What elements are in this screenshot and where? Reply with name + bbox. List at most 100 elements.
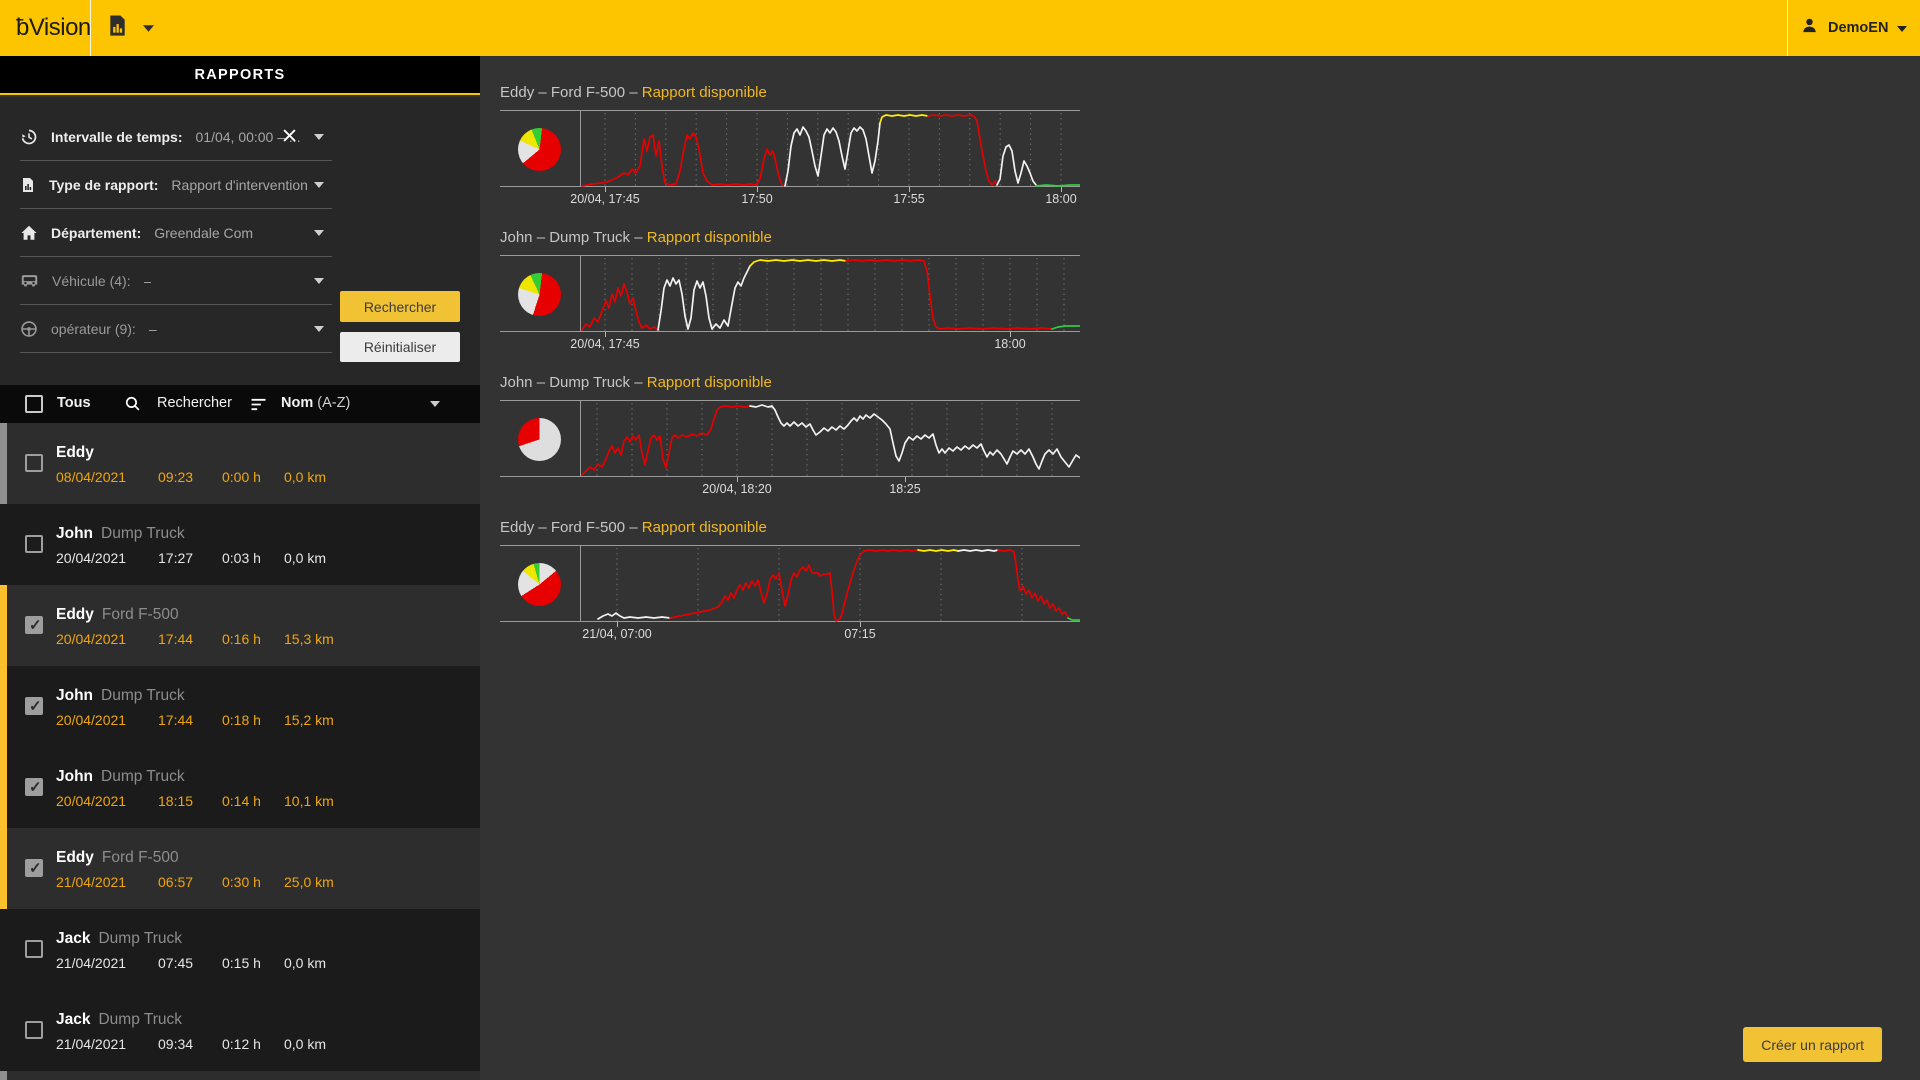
row-distance: 0,0 km [284,550,327,566]
chart-title: Eddy – Ford F-500 – Rapport disponible [500,519,767,536]
row-operator-name: Eddy Ford F-500 [56,606,179,623]
row-status-bar [0,747,7,828]
row-trip-data: 20/04/2021 17:44 0:18 h 15,2 km [56,712,436,730]
select-all-label[interactable]: Tous [57,395,91,411]
x-axis-tick [617,622,618,627]
row-time: 09:23 [158,469,194,485]
report-document-icon [106,14,129,42]
report-row[interactable]: Eddy 08/04/2021 09:23 0:00 h 0,0 km [0,423,480,504]
sort-icon[interactable] [250,398,268,411]
filter-label: Département: [51,224,142,241]
chevron-down-icon[interactable] [314,326,324,332]
report-row-partial[interactable] [0,1071,480,1080]
row-distance: 0,0 km [284,955,327,971]
row-vehicle-name: Dump Truck [101,525,185,542]
row-checkbox[interactable] [25,616,43,634]
home-icon [20,224,38,242]
filter-list: Intervalle de temps: 01/04, 00:00 – ... Ty… [20,113,332,353]
user-menu[interactable]: DemoEN [1800,0,1908,56]
row-checkbox[interactable] [25,1021,43,1039]
row-date: 21/04/2021 [56,1036,127,1052]
row-checkbox[interactable] [25,454,43,472]
report-row[interactable]: John Dump Truck 20/04/2021 17:27 0:03 h 0,0 k… [0,504,480,585]
row-status-bar [0,423,7,504]
x-axis-tick [905,477,906,482]
row-vehicle-name: Ford F-500 [101,849,179,866]
filter-operator[interactable]: opérateur (9): – [20,305,332,353]
x-axis-label: 07:15 [844,627,876,641]
list-search-label[interactable]: Rechercher [157,395,232,411]
filter-value: 01/04, 00:00 – ... [195,128,301,145]
row-trip-data: 20/04/2021 18:15 0:14 h 10,1 km [56,793,436,811]
row-checkbox[interactable] [25,859,43,877]
filter-department[interactable]: Département: Greendale Com [20,209,332,257]
report-row[interactable]: Jack Dump Truck 21/04/2021 09:34 0:12 h 0,0 k… [0,990,480,1071]
filter-vehicle[interactable]: Véhicule (4): – [20,257,332,305]
plot-axis-separator [580,546,581,621]
reports-menu[interactable] [106,0,154,56]
search-button[interactable]: Rechercher [340,291,460,322]
row-checkbox[interactable] [25,697,43,715]
report-chart-2: John – Dump Truck – Rapport disponible 20… [500,229,1080,354]
search-icon[interactable] [124,395,141,412]
activity-pie [518,128,561,171]
report-row[interactable]: Jack Dump Truck 21/04/2021 07:45 0:15 h 0,0 k… [0,909,480,990]
row-operator-name: John Dump Truck [56,768,185,785]
row-time: 17:44 [158,631,194,647]
row-checkbox[interactable] [25,778,43,796]
chart-name: Eddy – Ford F-500 [500,84,626,101]
list-header: Tous Rechercher Nom (A-Z) [0,385,480,423]
chevron-down-icon[interactable] [314,134,324,140]
row-operator-name: John Dump Truck [56,525,185,542]
report-available-label: Rapport disponible [641,84,767,101]
timeline-plot [581,258,1080,331]
x-axis-label: 17:50 [741,192,773,206]
row-distance: 15,2 km [284,712,334,728]
row-status-bar [0,828,7,909]
chart-plot [500,255,1080,332]
row-distance: 0,0 km [284,469,327,485]
filter-report-type[interactable]: Type de rapport: Rapport d'intervention [20,161,332,209]
row-vehicle-name: Dump Truck [101,768,185,785]
clear-filter-icon[interactable] [283,129,296,142]
x-axis-tick [909,187,910,192]
sort-selector[interactable]: Nom (A-Z) [281,395,350,411]
create-report-button[interactable]: Créer un rapport [1743,1027,1882,1062]
report-list[interactable]: Eddy 08/04/2021 09:23 0:00 h 0,0 km John Dump … [0,423,480,1080]
chevron-down-icon[interactable] [314,278,324,284]
chart-title: John – Dump Truck – Rapport disponible [500,229,772,246]
row-operator-name: Eddy [56,444,94,461]
app-logo: ƀVision [16,14,91,41]
chevron-down-icon[interactable] [314,230,324,236]
sidebar-title: RAPPORTS [0,56,480,95]
x-axis-tick [860,622,861,627]
chart-plot [500,110,1080,187]
row-vehicle-name: Dump Truck [98,1011,183,1028]
x-axis-label: 18:00 [994,337,1026,351]
filter-time-range[interactable]: Intervalle de temps: 01/04, 00:00 – ... [20,113,332,161]
row-vehicle-name: Dump Truck [101,687,185,704]
chevron-down-icon[interactable] [430,401,440,407]
row-checkbox[interactable] [25,940,43,958]
operator-icon [20,320,38,338]
row-checkbox[interactable] [25,535,43,553]
row-distance: 25,0 km [284,874,334,890]
chart-title: John – Dump Truck – Rapport disponible [500,374,772,391]
row-operator-name: Eddy Ford F-500 [56,849,179,866]
x-axis-label: 18:00 [1045,192,1077,206]
row-duration: 0:00 h [222,469,261,485]
chart-plot [500,400,1080,477]
report-area: Eddy – Ford F-500 – Rapport disponible 20… [480,56,1920,1080]
row-date: 20/04/2021 [56,793,127,809]
reset-button[interactable]: Réinitialiser [340,332,460,362]
sort-direction: (A-Z) [317,395,351,411]
chevron-down-icon[interactable] [314,182,324,188]
x-axis-tick [1010,332,1011,337]
filter-label: opérateur (9): [51,320,136,337]
select-all-checkbox[interactable] [25,395,43,413]
report-chart-1: Eddy – Ford F-500 – Rapport disponible 20… [500,84,1080,209]
